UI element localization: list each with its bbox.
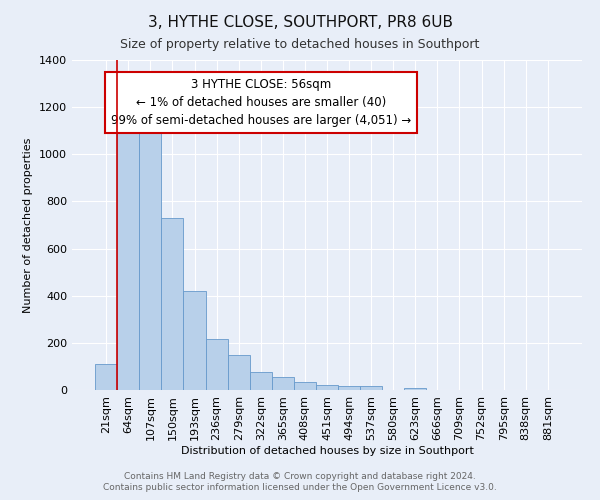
Text: 3, HYTHE CLOSE, SOUTHPORT, PR8 6UB: 3, HYTHE CLOSE, SOUTHPORT, PR8 6UB	[148, 15, 452, 30]
Text: Size of property relative to detached houses in Southport: Size of property relative to detached ho…	[121, 38, 479, 51]
Bar	[117, 116, 139, 390]
Text: Contains public sector information licensed under the Open Government Licence v3: Contains public sector information licen…	[103, 484, 497, 492]
Bar	[95, 364, 117, 390]
Bar	[338, 386, 360, 390]
Y-axis label: Number of detached properties: Number of detached properties	[23, 138, 34, 312]
Bar	[404, 388, 427, 390]
Bar	[316, 386, 338, 390]
Bar	[360, 386, 382, 390]
Text: Contains HM Land Registry data © Crown copyright and database right 2024.: Contains HM Land Registry data © Crown c…	[124, 472, 476, 481]
Bar	[206, 340, 227, 390]
Bar	[227, 354, 250, 390]
Bar	[272, 377, 294, 390]
X-axis label: Distribution of detached houses by size in Southport: Distribution of detached houses by size …	[181, 446, 473, 456]
Bar	[139, 119, 161, 390]
Bar	[294, 382, 316, 390]
Bar	[184, 291, 206, 390]
Text: 3 HYTHE CLOSE: 56sqm
← 1% of detached houses are smaller (40)
99% of semi-detach: 3 HYTHE CLOSE: 56sqm ← 1% of detached ho…	[110, 78, 411, 128]
Bar	[250, 372, 272, 390]
Bar	[161, 218, 184, 390]
